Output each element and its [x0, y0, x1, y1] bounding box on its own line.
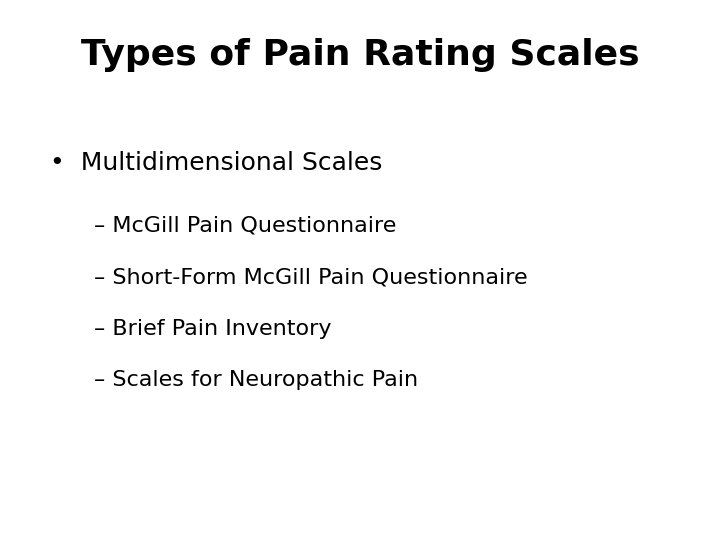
Text: – Scales for Neuropathic Pain: – Scales for Neuropathic Pain	[94, 370, 418, 390]
Text: Types of Pain Rating Scales: Types of Pain Rating Scales	[81, 38, 639, 72]
Text: – Short-Form McGill Pain Questionnaire: – Short-Form McGill Pain Questionnaire	[94, 267, 527, 287]
Text: – McGill Pain Questionnaire: – McGill Pain Questionnaire	[94, 216, 396, 236]
Text: – Brief Pain Inventory: – Brief Pain Inventory	[94, 319, 331, 339]
Text: •  Multidimensional Scales: • Multidimensional Scales	[50, 151, 383, 175]
